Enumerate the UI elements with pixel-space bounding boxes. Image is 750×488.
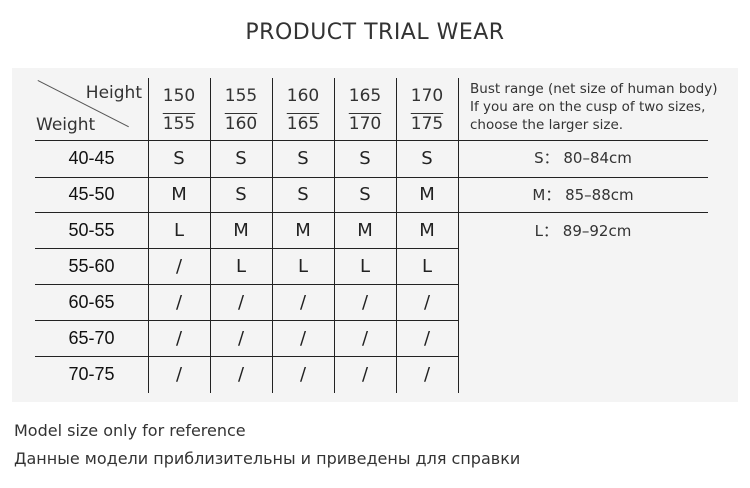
height-to: 160 [224,114,258,134]
bust-note-line: If you are on the cusp of two sizes, [470,99,706,115]
height-from: 150 [162,86,196,106]
height-from: 170 [410,86,444,106]
height-label: Height [85,83,142,103]
size-cell: S [421,148,433,169]
size-cell: L [421,255,433,277]
size-cell: M [357,219,373,241]
row-divider [35,140,708,141]
size-cell: S [297,148,309,169]
page-title: PRODUCT TRIAL WEAR [245,20,505,45]
row-divider [35,356,458,357]
weight-range: 55-60 [68,255,115,276]
size-chart-panel [12,68,738,402]
size-cell: M [295,219,311,241]
size-cell: L [359,255,371,277]
height-range-header: 165 170 [334,82,396,138]
height-range-header: 150 155 [148,82,210,138]
size-cell: S [173,148,185,169]
size-cell: S [235,184,247,205]
size-cell: / [361,327,369,349]
size-cell: S [297,184,309,205]
size-cell: S [359,184,371,205]
weight-range: 45-50 [68,184,115,204]
weight-range: 65-70 [68,327,115,348]
column-divider [458,78,459,393]
size-cell: M [419,219,435,241]
bust-note-line: Bust range (net size of human body) [470,81,718,97]
size-cell: / [423,291,431,313]
size-cell: / [175,255,183,277]
row-divider [35,320,458,321]
height-to: 170 [348,114,382,134]
footer-note-ru: Данные модели приблизительны и приведены… [14,449,521,468]
size-cell: / [299,291,307,313]
height-from: 155 [224,86,258,106]
column-divider [272,78,273,393]
footer-note-en: Model size only for reference [14,421,246,440]
size-cell: L [297,255,309,277]
height-to: 155 [162,114,196,134]
column-divider [334,78,335,393]
size-cell: L [173,219,185,241]
column-divider [396,78,397,393]
size-cell: / [361,364,369,385]
size-cell: M [419,184,435,205]
bust-note: Bust range (net size of human body) If y… [470,80,718,134]
row-divider [35,284,458,285]
size-cell: / [299,364,307,385]
bust-size-m: M： 85–88cm [532,186,634,204]
size-cell: / [237,327,245,349]
row-divider [35,212,708,213]
size-cell: / [237,364,245,385]
size-cell: / [423,327,431,349]
row-divider [35,248,458,249]
column-divider [148,78,149,393]
size-cell: / [423,364,431,385]
height-from: 165 [348,86,382,106]
size-cell: / [361,291,369,313]
size-cell: L [235,255,247,277]
weight-range: 50-55 [68,219,115,240]
size-cell: / [175,291,183,313]
bust-size-l: L： 89–92cm [534,222,632,240]
size-cell: S [235,148,247,169]
weight-range: 40-45 [68,148,115,168]
column-divider [210,78,211,393]
height-from: 160 [286,86,320,106]
bust-note-line: choose the larger size. [470,117,624,133]
height-to: 165 [286,114,320,134]
size-cell: / [175,364,183,385]
height-range-header: 160 165 [272,82,334,138]
row-divider [35,177,708,178]
height-range-header: 155 160 [210,82,272,138]
size-cell: / [237,291,245,313]
height-to: 175 [410,114,444,134]
size-cell: / [299,327,307,349]
weight-label: Weight [36,115,96,135]
weight-range: 60-65 [68,291,115,312]
weight-range: 70-75 [68,364,115,384]
size-cell: M [233,219,249,241]
bust-size-s: S： 80–84cm [534,149,632,167]
size-cell: / [175,327,183,349]
size-cell: M [171,184,187,205]
size-cell: S [359,148,371,169]
height-range-header: 170 175 [396,82,458,138]
